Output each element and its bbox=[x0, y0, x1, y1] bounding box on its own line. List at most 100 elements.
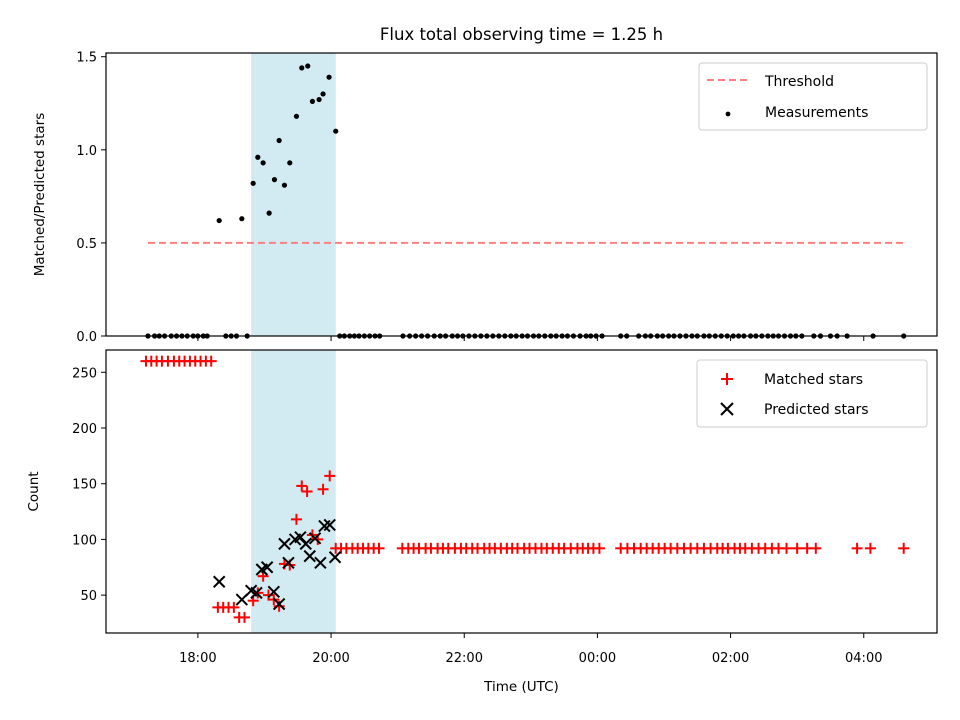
top-panel: 0.0 0.5 1.0 1.5 Matched/Predicted stars Thr… bbox=[32, 51, 938, 345]
x-stroke-b bbox=[303, 549, 316, 563]
predicted-star-marker bbox=[278, 537, 291, 551]
measurement-point bbox=[239, 216, 245, 222]
predicted-star-marker bbox=[282, 556, 295, 570]
measurement-point bbox=[255, 154, 261, 160]
bottom-y-ticks: 50 100 150 200 250 bbox=[72, 366, 106, 604]
matched-star-marker bbox=[810, 542, 822, 554]
measurement-point bbox=[216, 217, 222, 224]
top-y-ticks: 0.0 0.5 1.0 1.5 bbox=[76, 51, 106, 345]
matched-star-marker bbox=[228, 601, 240, 613]
matched-star-marker bbox=[791, 542, 803, 554]
matched-stars-points bbox=[140, 355, 910, 623]
observing-window-band bbox=[251, 350, 336, 633]
x-stroke-b bbox=[244, 584, 258, 597]
y-tick-label: 200 bbox=[72, 422, 97, 437]
top-legend-box bbox=[698, 62, 928, 131]
y-tick-label: 50 bbox=[80, 589, 97, 604]
x-stroke-b bbox=[278, 537, 291, 551]
x-tick-label: 18:00 bbox=[179, 651, 216, 666]
predicted-legend-marker bbox=[720, 402, 734, 416]
matched-star-marker bbox=[301, 486, 313, 497]
matched-star-marker bbox=[898, 542, 910, 554]
predicted-star-marker bbox=[299, 537, 312, 551]
x-tick-label: 22:00 bbox=[446, 651, 483, 666]
legend-predicted-label: Predicted stars bbox=[764, 402, 869, 418]
x-stroke-b bbox=[294, 530, 307, 544]
predicted-star-marker bbox=[260, 561, 274, 574]
y-tick-label: 250 bbox=[72, 366, 97, 381]
top-y-axis-label: Matched/Predicted stars bbox=[32, 113, 48, 276]
y-tick-label: 1.5 bbox=[76, 51, 97, 66]
predicted-star-marker bbox=[272, 597, 286, 611]
matched-star-marker bbox=[373, 542, 385, 554]
predicted-star-marker bbox=[328, 551, 342, 564]
bottom-legend: Matched stars Predicted stars bbox=[696, 359, 928, 428]
bottom-panel: 18:00 20:00 22:00 00:00 02:00 04:00 50 100 150 2… bbox=[26, 349, 938, 695]
x-stroke-b bbox=[314, 556, 327, 570]
x-stroke-b bbox=[299, 537, 312, 551]
predicted-star-marker bbox=[212, 575, 226, 588]
matched-star-marker bbox=[239, 611, 250, 623]
matched-star-marker bbox=[324, 470, 336, 482]
matched-star-marker bbox=[593, 542, 605, 554]
x-stroke-b bbox=[267, 585, 281, 598]
matched-star-marker bbox=[317, 483, 329, 495]
y-tick-label: 0.5 bbox=[76, 237, 97, 252]
y-tick-label: 0.0 bbox=[76, 330, 97, 345]
x-stroke-b bbox=[260, 561, 274, 574]
matched-star-marker bbox=[781, 542, 793, 554]
measurement-point bbox=[281, 182, 288, 188]
x-stroke-b bbox=[282, 556, 295, 570]
bottom-highlight-band bbox=[251, 350, 336, 633]
observing-window-band bbox=[251, 53, 336, 336]
predicted-star-marker bbox=[267, 585, 281, 598]
measurement-point bbox=[309, 98, 316, 105]
bottom-axes-frame bbox=[105, 349, 938, 634]
measurement-point bbox=[266, 210, 272, 216]
predicted-star-marker bbox=[314, 556, 327, 570]
measurement-point bbox=[276, 137, 282, 144]
matched-star-marker bbox=[296, 480, 308, 492]
predicted-star-marker bbox=[303, 549, 316, 563]
bottom-x-ticks: 18:00 20:00 22:00 00:00 02:00 04:00 bbox=[179, 633, 882, 666]
legend-threshold-label: Threshold bbox=[764, 74, 834, 90]
measurement-point bbox=[271, 177, 278, 183]
matched-star-marker bbox=[205, 355, 217, 367]
matched-legend-marker bbox=[721, 373, 733, 385]
legend-measurements-label: Measurements bbox=[765, 105, 868, 121]
x-tick-label: 02:00 bbox=[712, 651, 749, 666]
x-stroke-b bbox=[323, 518, 336, 532]
predicted-stars-points bbox=[212, 518, 342, 611]
bottom-y-axis-label: Count bbox=[26, 471, 42, 511]
top-axes-frame bbox=[105, 52, 938, 337]
chart-title: Flux total observing time = 1.25 h bbox=[380, 25, 663, 44]
predicted-star-marker bbox=[250, 586, 263, 600]
measurements-legend-marker bbox=[725, 111, 731, 117]
measurement-point bbox=[293, 113, 300, 119]
measurement-point bbox=[320, 91, 326, 97]
matched-star-marker bbox=[851, 542, 863, 554]
measurement-point bbox=[316, 96, 322, 103]
matched-star-marker bbox=[864, 542, 876, 554]
x-stroke-b bbox=[308, 532, 322, 545]
matched-star-marker bbox=[290, 513, 302, 525]
top-x-ticks bbox=[197, 336, 865, 341]
legend-matched-label: Matched stars bbox=[764, 372, 863, 388]
matched-star-marker bbox=[273, 600, 285, 612]
top-highlight-band bbox=[251, 53, 336, 336]
x-stroke-b bbox=[212, 575, 226, 588]
x-stroke-b bbox=[272, 597, 286, 611]
x-tick-label: 04:00 bbox=[845, 651, 882, 666]
x-axis-label: Time (UTC) bbox=[483, 679, 559, 695]
y-tick-label: 1.0 bbox=[76, 144, 97, 159]
bottom-legend-box bbox=[696, 359, 928, 428]
top-legend: Threshold Measurements bbox=[698, 62, 928, 131]
x-stroke-b bbox=[250, 586, 263, 600]
measurement-point bbox=[287, 160, 293, 166]
measurement-point bbox=[250, 180, 256, 186]
predicted-star-marker bbox=[308, 532, 322, 545]
x-tick-label: 20:00 bbox=[312, 651, 349, 666]
measurement-point bbox=[260, 160, 266, 166]
y-tick-label: 150 bbox=[72, 478, 97, 493]
